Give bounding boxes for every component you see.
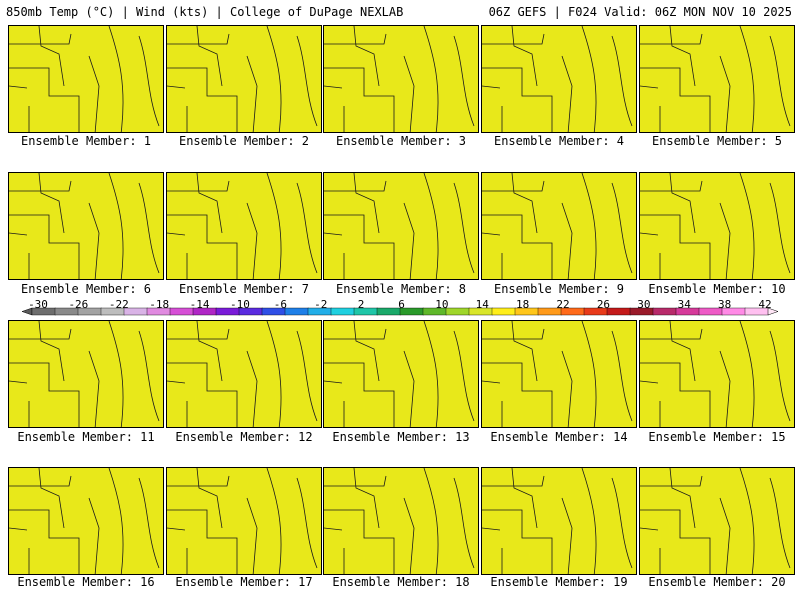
- product-title: 850mb Temp (°C) | Wind (kts) | College o…: [6, 5, 404, 19]
- colorbar-segment: [491, 307, 516, 316]
- colorbar-tick-label: -22: [108, 298, 129, 311]
- temperature-map: [9, 468, 163, 574]
- colorbar-segment: [284, 307, 309, 316]
- temperature-map: [324, 173, 478, 279]
- colorbar-tick-label: 18: [516, 298, 530, 311]
- member-map-panel: [481, 25, 637, 133]
- member-map-panel: [8, 320, 164, 428]
- member-label: Ensemble Member: 10: [648, 282, 786, 296]
- colorbar-tick-label: -6: [273, 298, 287, 311]
- member-label: Ensemble Member: 1: [20, 134, 152, 148]
- colorbar-tick-label: 38: [717, 298, 732, 311]
- run-valid-time: 06Z GEFS | F024 Valid: 06Z MON NOV 10 20…: [488, 5, 792, 19]
- member-map-panel: [323, 320, 479, 428]
- member-map-panel: [639, 172, 795, 280]
- temperature-map: [640, 321, 794, 427]
- temperature-map: [167, 173, 321, 279]
- member-label: Ensemble Member: 5: [651, 134, 783, 148]
- temperature-map: [640, 468, 794, 574]
- temperature-map: [640, 173, 794, 279]
- member-map-panel: [323, 172, 479, 280]
- member-map-panel: [166, 172, 322, 280]
- member-label: Ensemble Member: 18: [332, 575, 470, 589]
- member-label: Ensemble Member: 13: [332, 430, 470, 444]
- colorbar-tick-label: -18: [149, 298, 170, 311]
- temperature-map: [482, 321, 636, 427]
- member-label: Ensemble Member: 12: [175, 430, 313, 444]
- member-label: Ensemble Member: 3: [335, 134, 467, 148]
- member-map-panel: [481, 172, 637, 280]
- member-map-panel: [323, 467, 479, 575]
- temperature-map: [9, 321, 163, 427]
- member-map-panel: [166, 25, 322, 133]
- member-map-panel: [481, 320, 637, 428]
- member-label: Ensemble Member: 15: [648, 430, 786, 444]
- member-map-panel: [639, 467, 795, 575]
- colorbar-tick-label: -26: [68, 298, 89, 311]
- colorbar-tick-label: -14: [189, 298, 210, 311]
- colorbar-tick-label: 34: [677, 298, 691, 311]
- colorbar-segment: [330, 307, 355, 316]
- temperature-map: [640, 26, 794, 132]
- colorbar-tick-label: 42: [758, 298, 772, 311]
- member-label: Ensemble Member: 20: [648, 575, 786, 589]
- colorbar-tick-label: 2: [357, 298, 365, 311]
- member-map-panel: [323, 25, 479, 133]
- colorbar-max-arrow: [767, 307, 779, 316]
- member-label: Ensemble Member: 9: [493, 282, 625, 296]
- colorbar-tick-label: -2: [314, 298, 328, 311]
- member-label: Ensemble Member: 7: [178, 282, 310, 296]
- colorbar-tick-label: -10: [230, 298, 250, 311]
- temperature-map: [324, 321, 478, 427]
- member-map-panel: [8, 172, 164, 280]
- colorbar-tick-label: -30: [28, 298, 48, 311]
- member-label: Ensemble Member: 19: [490, 575, 628, 589]
- colorbar-tick-label: 10: [435, 298, 449, 311]
- member-label: Ensemble Member: 6: [20, 282, 152, 296]
- member-label: Ensemble Member: 8: [335, 282, 467, 296]
- member-label: Ensemble Member: 2: [178, 134, 310, 148]
- member-map-panel: [639, 320, 795, 428]
- temperature-map: [167, 321, 321, 427]
- colorbar-tick-label: 22: [556, 298, 570, 311]
- temperature-colorbar: [21, 307, 779, 316]
- temperature-map: [167, 26, 321, 132]
- colorbar-segment: [652, 307, 677, 316]
- temperature-map: [324, 26, 478, 132]
- member-label: Ensemble Member: 16: [17, 575, 155, 589]
- colorbar-tick-label: 6: [398, 298, 405, 311]
- member-label: Ensemble Member: 11: [17, 430, 155, 444]
- colorbar-segment: [606, 307, 631, 316]
- colorbar-segment: [376, 307, 401, 316]
- colorbar-tick-label: 30: [637, 298, 651, 311]
- colorbar-tick-label: 26: [596, 298, 611, 311]
- temperature-map: [482, 26, 636, 132]
- colorbar-segment: [445, 307, 470, 316]
- member-map-panel: [8, 467, 164, 575]
- temperature-map: [9, 173, 163, 279]
- temperature-map: [482, 468, 636, 574]
- member-label: Ensemble Member: 17: [175, 575, 313, 589]
- member-map-panel: [166, 320, 322, 428]
- temperature-map: [9, 26, 163, 132]
- member-map-panel: [166, 467, 322, 575]
- temperature-map: [324, 468, 478, 574]
- colorbar-tick-label: 14: [475, 298, 489, 311]
- member-map-panel: [8, 25, 164, 133]
- temperature-map: [482, 173, 636, 279]
- member-map-panel: [481, 467, 637, 575]
- member-label: Ensemble Member: 4: [493, 134, 625, 148]
- member-map-panel: [639, 25, 795, 133]
- temperature-map: [167, 468, 321, 574]
- member-label: Ensemble Member: 14: [490, 430, 628, 444]
